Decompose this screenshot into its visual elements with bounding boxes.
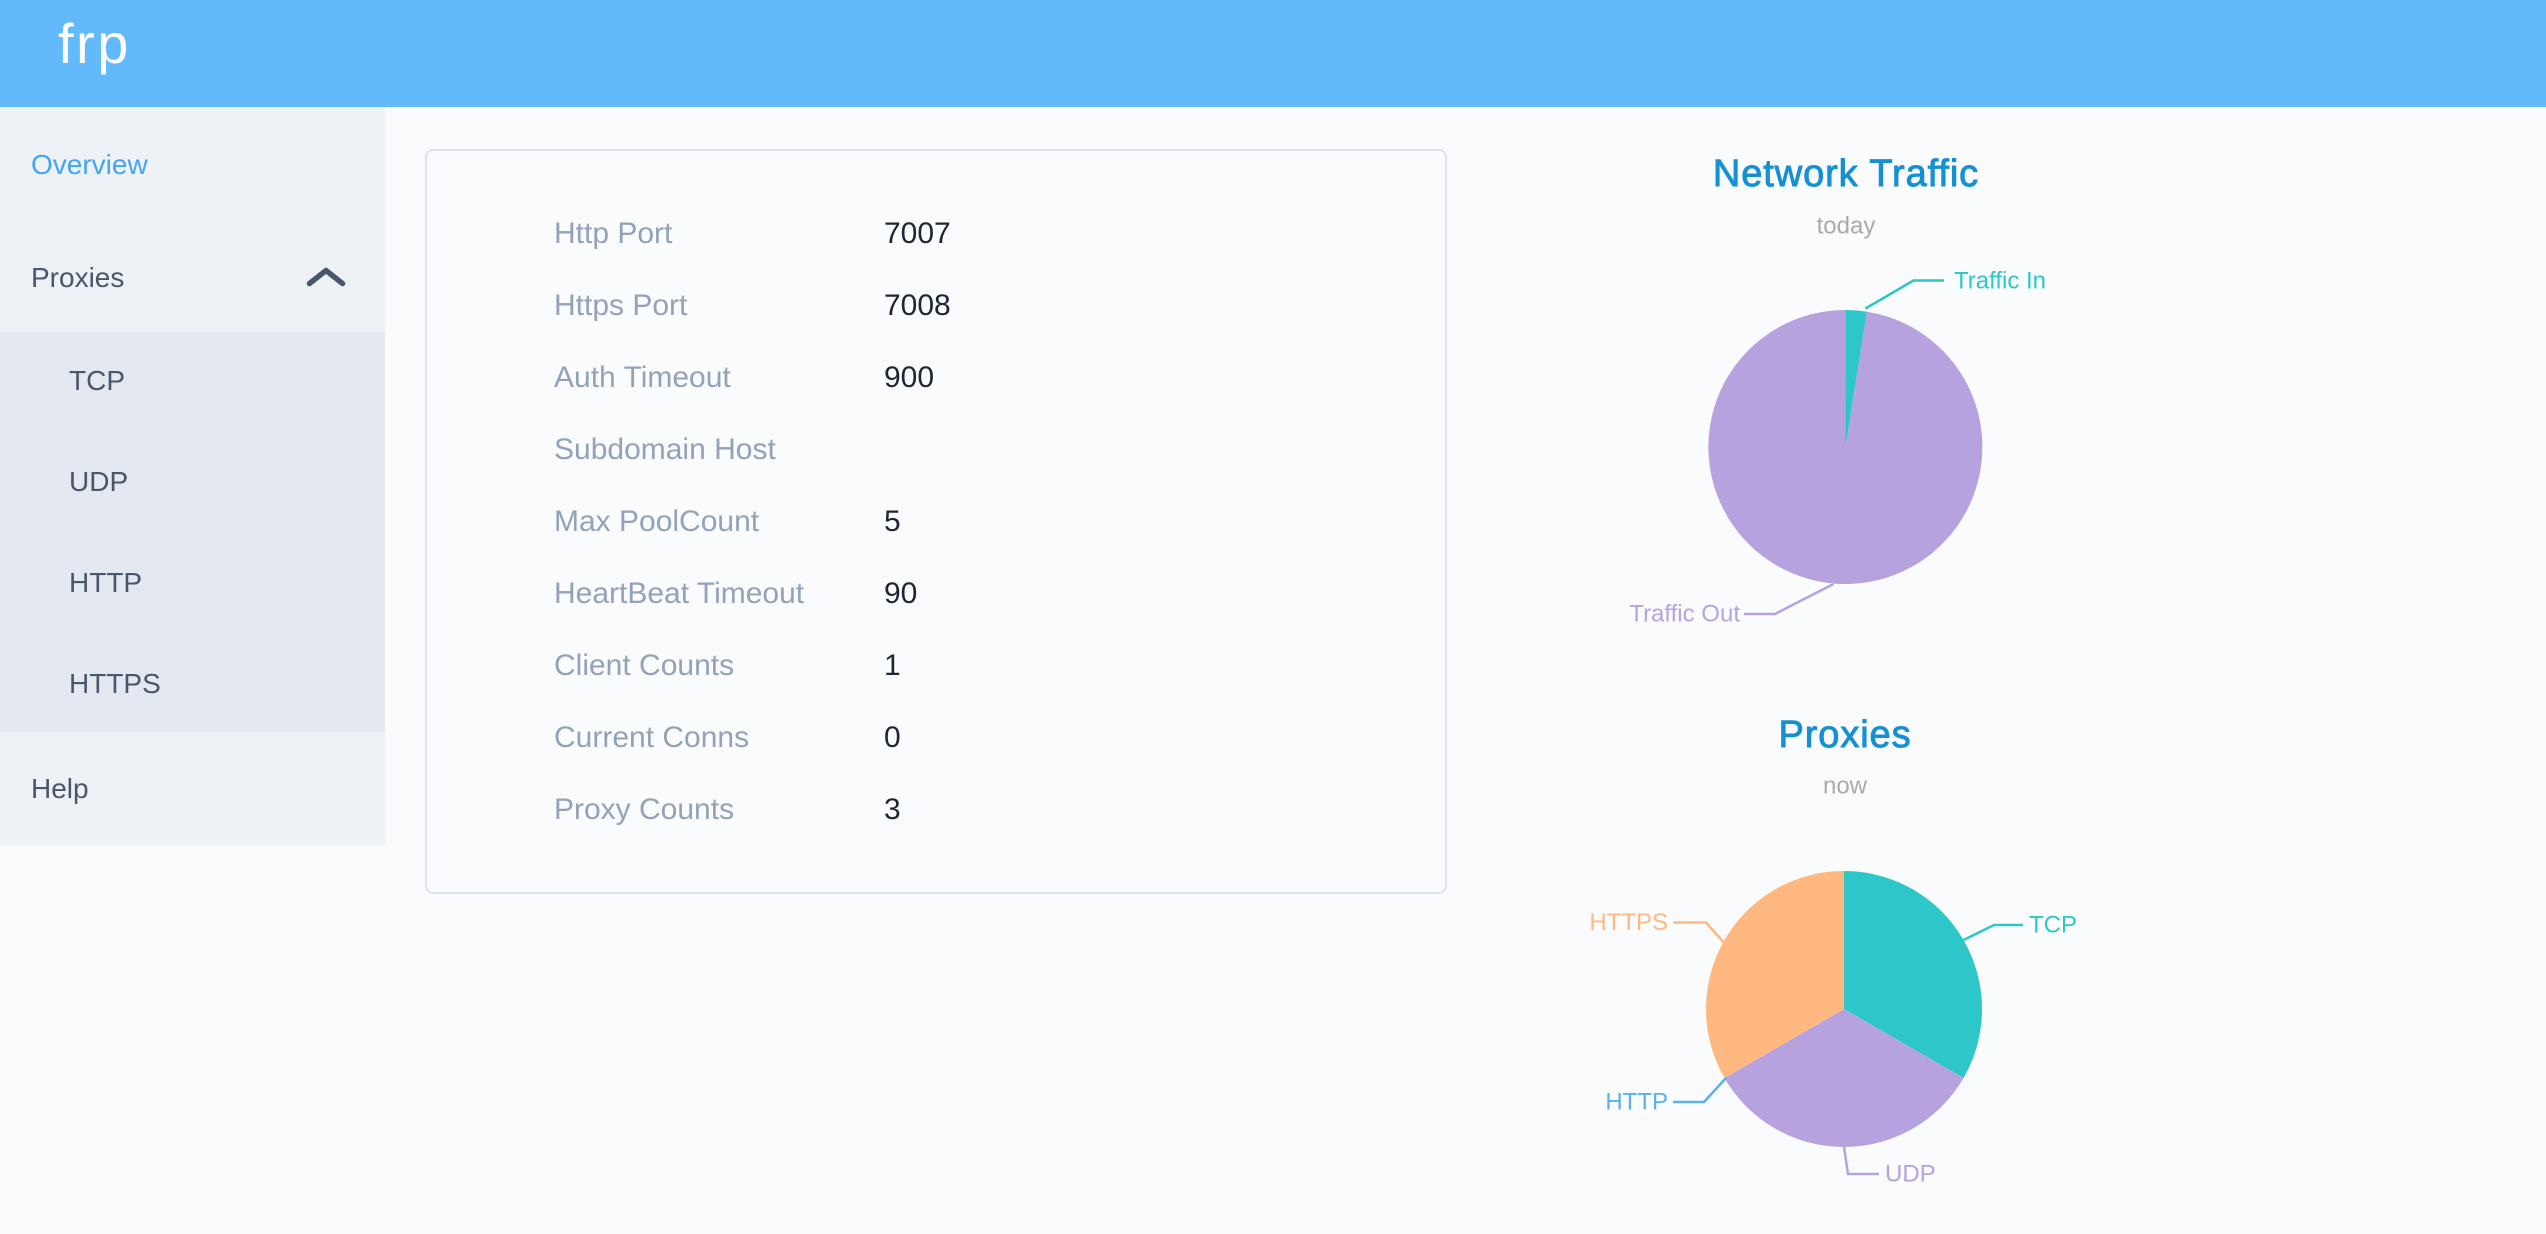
svg-text:Traffic Out: Traffic Out	[1629, 601, 1740, 628]
svg-text:TCP: TCP	[2029, 912, 2077, 939]
svg-text:Proxies: Proxies	[1778, 714, 1911, 756]
svg-text:UDP: UDP	[1885, 1161, 1936, 1188]
svg-text:now: now	[1823, 773, 1868, 800]
svg-text:Network Traffic: Network Traffic	[1713, 153, 1979, 195]
svg-text:HTTP: HTTP	[1605, 1089, 1668, 1116]
svg-text:HTTPS: HTTPS	[1589, 909, 1668, 936]
svg-text:Traffic In: Traffic In	[1954, 268, 2046, 295]
svg-text:today: today	[1817, 213, 1876, 240]
